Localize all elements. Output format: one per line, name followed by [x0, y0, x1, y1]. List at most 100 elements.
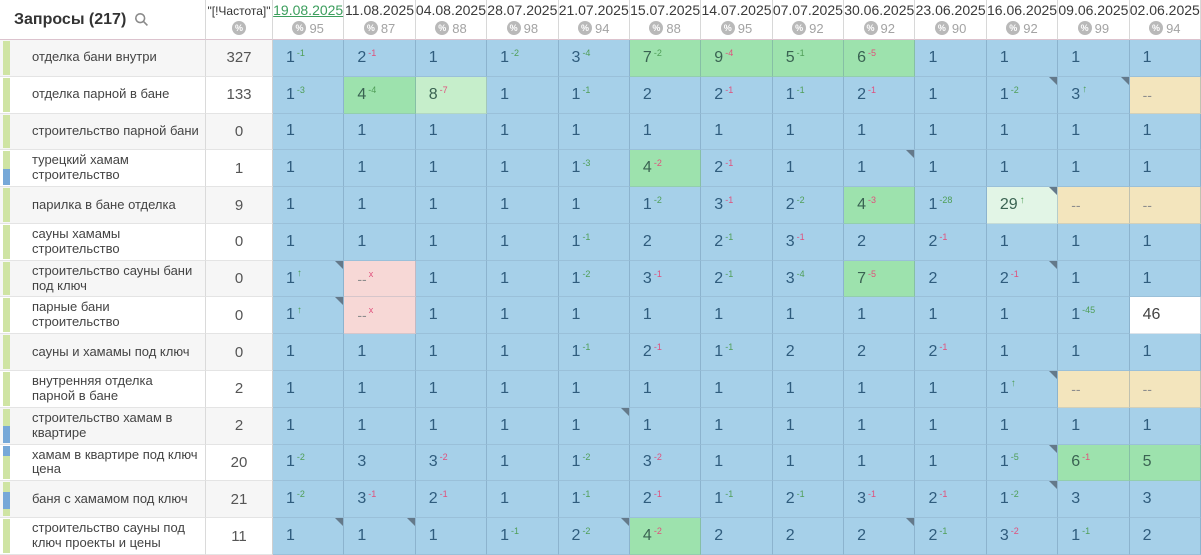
position-cell[interactable]: 3 -1: [344, 481, 416, 519]
column-header-date[interactable]: 15.07.2025% 88: [629, 0, 702, 40]
position-cell[interactable]: 1: [844, 444, 916, 482]
position-cell[interactable]: 1: [844, 407, 916, 445]
position-cell[interactable]: 1 -2: [273, 481, 345, 519]
position-cell[interactable]: 1 ↑: [273, 260, 345, 298]
column-header-date[interactable]: 30.06.2025% 92: [844, 0, 916, 40]
position-cell[interactable]: 1 -1: [558, 76, 630, 114]
query-row-label[interactable]: строительство парной бани: [0, 113, 206, 151]
position-cell[interactable]: 3: [1129, 481, 1201, 519]
position-cell[interactable]: 4 -4: [344, 76, 416, 114]
position-cell[interactable]: 1: [772, 113, 845, 151]
position-cell[interactable]: 1: [487, 371, 559, 408]
position-cell[interactable]: 1: [1058, 334, 1130, 372]
position-cell[interactable]: 1: [487, 444, 559, 482]
position-cell[interactable]: 1 -2: [273, 444, 345, 482]
position-cell[interactable]: 1: [915, 113, 987, 151]
position-cell[interactable]: 1: [487, 223, 559, 261]
position-cell[interactable]: 1: [1129, 40, 1201, 77]
position-cell[interactable]: 1 -1: [558, 481, 630, 519]
position-cell[interactable]: 1: [915, 407, 987, 445]
position-cell[interactable]: 1: [273, 223, 345, 261]
position-cell[interactable]: 2 -1: [701, 150, 773, 188]
position-cell[interactable]: 2: [915, 260, 987, 298]
position-cell[interactable]: 1 -28: [915, 187, 987, 224]
position-cell[interactable]: 2 -1: [701, 223, 773, 261]
column-header-date[interactable]: 02.06.2025% 94: [1129, 0, 1201, 40]
position-cell[interactable]: -- x: [344, 260, 416, 298]
position-cell[interactable]: 2 -1: [844, 76, 916, 114]
position-cell[interactable]: 1: [1058, 407, 1130, 445]
position-cell[interactable]: 2 -1: [986, 260, 1059, 298]
position-cell[interactable]: 3 -4: [558, 40, 630, 77]
position-cell[interactable]: 1: [487, 407, 559, 445]
position-cell[interactable]: 1: [1129, 150, 1201, 188]
frequency-column-header[interactable]: "[!Частота]" %: [206, 0, 273, 40]
position-cell[interactable]: 1: [415, 407, 488, 445]
position-cell[interactable]: 1: [415, 187, 488, 224]
position-cell[interactable]: 2: [701, 518, 773, 555]
position-cell[interactable]: 1: [772, 150, 845, 188]
position-cell[interactable]: 1: [344, 371, 416, 408]
position-cell[interactable]: 1: [344, 150, 416, 188]
position-cell[interactable]: 1: [701, 113, 773, 151]
position-cell[interactable]: 1: [415, 150, 488, 188]
position-cell[interactable]: 1: [629, 297, 702, 335]
position-cell[interactable]: 1: [415, 40, 488, 77]
position-cell[interactable]: 1 -45: [1058, 297, 1130, 335]
position-cell[interactable]: --: [1058, 187, 1130, 224]
column-header-date[interactable]: 23.06.2025% 90: [915, 0, 987, 40]
position-cell[interactable]: 8 -7: [415, 76, 488, 114]
position-cell[interactable]: 3 -1: [701, 187, 773, 224]
query-row-label[interactable]: строительство сауны под ключ проекты и ц…: [0, 518, 206, 555]
position-cell[interactable]: 1: [1129, 260, 1201, 298]
position-cell[interactable]: 1: [701, 407, 773, 445]
position-cell[interactable]: 2 -1: [415, 481, 488, 519]
position-cell[interactable]: 2 -1: [772, 481, 845, 519]
column-header-date[interactable]: 21.07.2025% 94: [558, 0, 630, 40]
column-header-date[interactable]: 14.07.2025% 95: [701, 0, 773, 40]
position-cell[interactable]: 1: [273, 150, 345, 188]
query-row-label[interactable]: строительство сауны бани под ключ: [0, 260, 206, 298]
query-row-label[interactable]: сауны хамамы строительство: [0, 223, 206, 261]
position-cell[interactable]: 1: [629, 371, 702, 408]
position-cell[interactable]: 1: [487, 334, 559, 372]
position-cell[interactable]: 1: [344, 223, 416, 261]
position-cell[interactable]: 1 -2: [986, 481, 1059, 519]
position-cell[interactable]: 1: [844, 297, 916, 335]
position-cell[interactable]: 1: [915, 371, 987, 408]
position-cell[interactable]: 1: [986, 297, 1059, 335]
position-cell[interactable]: 6 -5: [844, 40, 916, 77]
position-cell[interactable]: 1: [986, 113, 1059, 151]
position-cell[interactable]: 1: [1129, 223, 1201, 261]
position-cell[interactable]: 1: [844, 150, 916, 188]
query-row-label[interactable]: отделка парной в бане: [0, 76, 206, 114]
position-cell[interactable]: 1: [487, 150, 559, 188]
position-cell[interactable]: 2: [844, 518, 916, 555]
position-cell[interactable]: 7 -2: [629, 40, 702, 77]
position-cell[interactable]: --: [1129, 371, 1201, 408]
position-cell[interactable]: 1: [558, 113, 630, 151]
position-cell[interactable]: 2 -2: [772, 187, 845, 224]
position-cell[interactable]: 3 -2: [629, 444, 702, 482]
position-cell[interactable]: 2 -1: [344, 40, 416, 77]
position-cell[interactable]: 1 -2: [629, 187, 702, 224]
query-row-label[interactable]: баня с хамамом под ключ: [0, 481, 206, 519]
position-cell[interactable]: 2: [629, 76, 702, 114]
column-header-date[interactable]: 28.07.2025% 98: [487, 0, 559, 40]
position-cell[interactable]: 5 -1: [772, 40, 845, 77]
position-cell[interactable]: 1: [415, 260, 488, 298]
position-cell[interactable]: 1: [487, 297, 559, 335]
position-cell[interactable]: -- x: [344, 297, 416, 335]
position-cell[interactable]: 1: [1058, 150, 1130, 188]
position-cell[interactable]: 1: [415, 371, 488, 408]
position-cell[interactable]: 1: [701, 371, 773, 408]
position-cell[interactable]: 1: [558, 407, 630, 445]
position-cell[interactable]: 1 -1: [772, 76, 845, 114]
position-cell[interactable]: 1: [273, 334, 345, 372]
position-cell[interactable]: 1: [844, 113, 916, 151]
position-cell[interactable]: 1: [986, 223, 1059, 261]
position-cell[interactable]: 7 -5: [844, 260, 916, 298]
position-cell[interactable]: 1: [844, 371, 916, 408]
position-cell[interactable]: 1: [415, 297, 488, 335]
position-cell[interactable]: 1: [558, 297, 630, 335]
